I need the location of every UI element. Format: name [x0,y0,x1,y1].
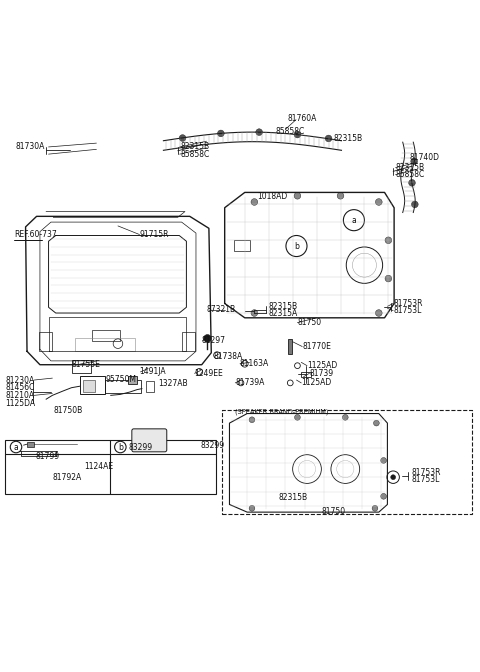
Circle shape [342,415,348,420]
Circle shape [373,420,379,426]
Circle shape [385,276,392,282]
Text: b: b [294,241,299,251]
Text: 1125DA: 1125DA [5,398,36,407]
Bar [181,332,195,351]
Text: 85858C: 85858C [276,126,305,136]
Text: 83299: 83299 [129,443,153,452]
Circle shape [375,199,382,206]
Text: 81230A: 81230A [5,376,35,384]
Text: 81799: 81799 [35,452,59,461]
Text: 1249EE: 1249EE [194,369,223,378]
Text: 81792A: 81792A [52,472,82,482]
Text: 81750: 81750 [298,318,322,327]
Circle shape [249,417,255,423]
Bar [128,376,137,384]
Circle shape [381,493,386,499]
Text: 81750B: 81750B [53,406,83,415]
Text: 82315B: 82315B [278,493,307,502]
Circle shape [249,505,255,511]
Text: 81297: 81297 [202,336,226,345]
Circle shape [385,237,392,244]
Text: 81760A: 81760A [288,114,317,123]
Text: 81753L: 81753L [411,475,440,484]
Text: 81456C: 81456C [5,383,35,392]
Circle shape [251,199,258,206]
Circle shape [251,310,258,317]
Text: 1124AE: 1124AE [84,462,114,470]
Bar [146,382,155,392]
Bar [83,380,95,392]
Bar [5,440,216,494]
Text: 95750M: 95750M [105,374,136,384]
Text: 1125AD: 1125AD [301,378,332,387]
Circle shape [217,130,224,137]
Circle shape [325,135,332,142]
Circle shape [294,131,301,138]
Text: 1491JA: 1491JA [140,368,166,376]
Text: 1327AB: 1327AB [158,380,188,388]
Circle shape [294,192,301,199]
Text: 81163A: 81163A [240,360,269,368]
Circle shape [179,134,186,141]
Text: 82315B: 82315B [396,163,425,172]
Text: 81739: 81739 [310,369,334,378]
Bar [72,360,91,374]
Text: 81739A: 81739A [235,378,264,387]
Circle shape [391,475,396,480]
Text: 81750: 81750 [322,507,346,516]
Bar [39,332,52,351]
Text: 1018AD: 1018AD [257,192,287,201]
Circle shape [408,179,415,186]
Text: (SPEAKER BRAND-PREMIUM): (SPEAKER BRAND-PREMIUM) [235,409,329,415]
Text: 81770E: 81770E [302,342,331,351]
Bar [92,330,120,341]
FancyBboxPatch shape [132,429,167,452]
Bar [75,338,135,351]
Circle shape [295,415,300,420]
Circle shape [381,458,386,463]
Circle shape [372,505,378,511]
Text: 81210A: 81210A [5,391,35,400]
Text: 91715R: 91715R [140,230,169,239]
Circle shape [256,129,263,136]
Bar [288,339,292,354]
Text: a: a [13,443,18,452]
Text: 81740D: 81740D [410,153,440,163]
Bar [27,442,34,447]
Bar [105,380,141,393]
Bar [80,376,105,394]
Bar [301,372,311,377]
Text: 82315B: 82315B [180,142,209,151]
Text: 81755E: 81755E [72,360,100,369]
Circle shape [337,192,344,199]
Circle shape [411,158,418,165]
Text: a: a [351,216,356,224]
Circle shape [411,201,418,208]
Text: 83299: 83299 [201,441,225,450]
Text: 81738A: 81738A [214,351,243,361]
Text: 82315B: 82315B [333,134,362,143]
Text: 82315A: 82315A [269,308,298,318]
Text: 85858C: 85858C [396,170,425,179]
Text: 82315B: 82315B [269,302,298,311]
Text: 87321B: 87321B [206,305,236,314]
Text: 81753R: 81753R [411,468,441,477]
Text: 81730A: 81730A [15,142,45,151]
Text: 81753R: 81753R [393,299,423,308]
Circle shape [204,335,211,342]
Text: 81753L: 81753L [393,306,421,315]
Text: b: b [118,443,123,452]
Bar [222,410,472,514]
Text: 1125AD: 1125AD [307,361,337,370]
Text: 85858C: 85858C [180,150,209,159]
Circle shape [375,310,382,317]
Bar [234,241,250,251]
Text: REF.60-737: REF.60-737 [14,230,57,239]
